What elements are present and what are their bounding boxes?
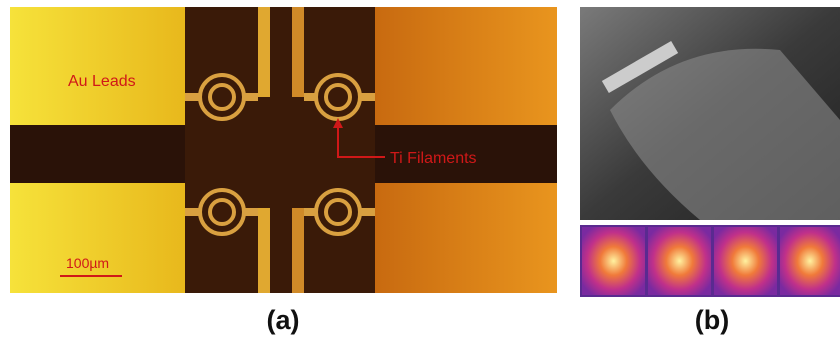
caption: (a) [267,305,300,335]
figure: Au Leads Ti Filaments 100µm (a) (b) [0,0,840,341]
scale-bar-label: 100µm [66,255,109,271]
photo [580,7,840,220]
label: Ti Filaments [390,150,477,167]
label: Au Leads [68,73,136,90]
caption: (b) [695,305,729,335]
heatmaps [580,225,840,297]
